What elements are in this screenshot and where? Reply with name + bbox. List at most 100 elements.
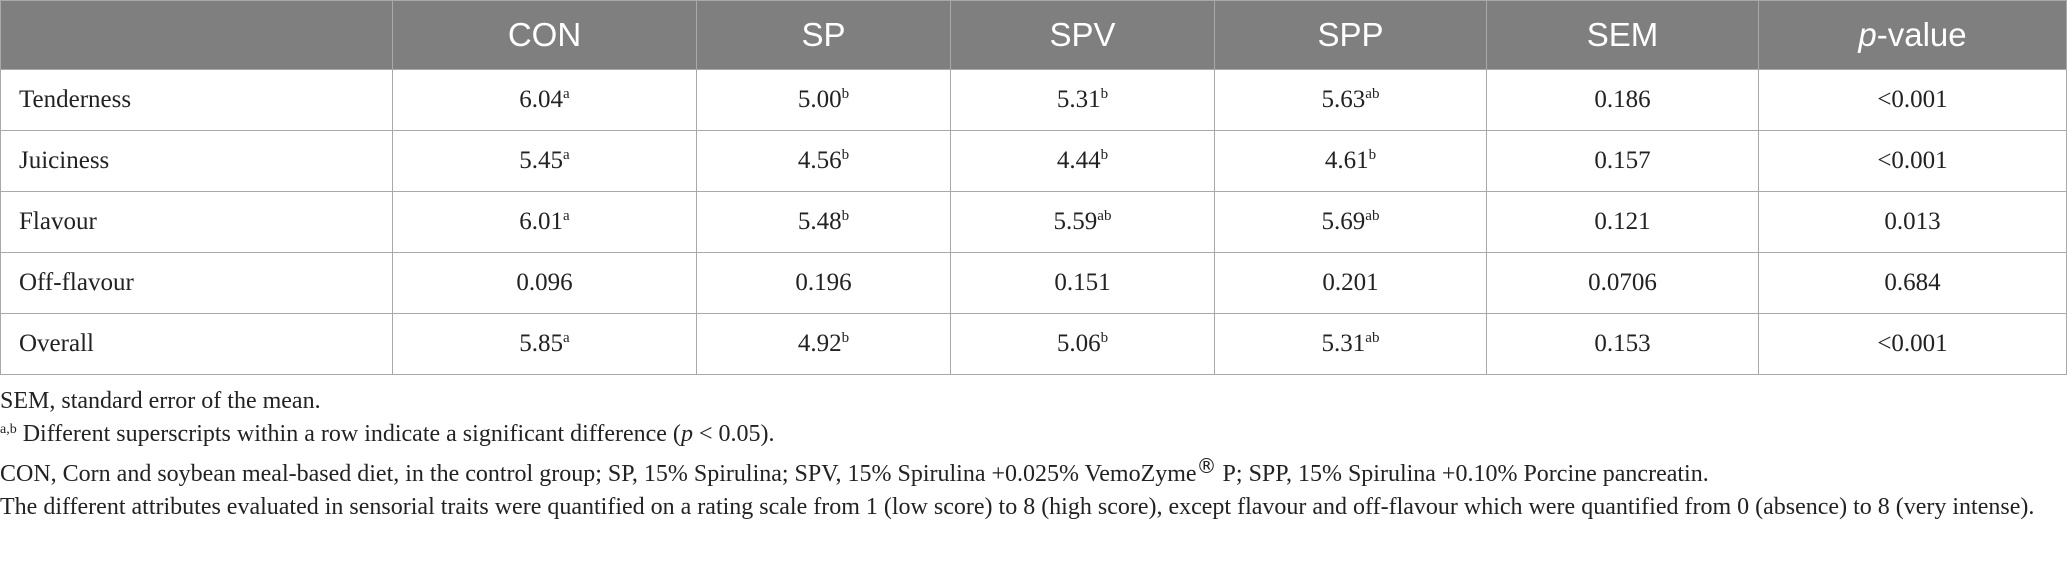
table-row: Overall 5.85a 4.92b 5.06b 5.31ab 0.153 <0.001 — [0, 313, 2067, 375]
table-row: Off-flavour 0.096 0.196 0.151 0.201 0.0706 0.6… — [0, 252, 2067, 314]
footnote-sig-threshold: < 0.05). — [692, 420, 775, 447]
cell-value: 5.31 — [1321, 330, 1366, 357]
table-cell: 0.157 — [1486, 130, 1759, 192]
cell-value: <0.001 — [1877, 330, 1948, 357]
header-sem: SEM — [1486, 0, 1759, 70]
cell-value: 0.0706 — [1588, 269, 1657, 296]
header-row: CON SP SPV SPP SEM p-value — [0, 0, 2067, 70]
cell-value: 0.684 — [1884, 269, 1941, 296]
table-cell: 5.48b — [696, 191, 951, 253]
cell-value: 0.121 — [1594, 208, 1651, 235]
header-pvalue: p-value — [1758, 0, 2067, 70]
table-cell: 0.153 — [1486, 313, 1759, 375]
cell-value: 5.59 — [1053, 208, 1098, 235]
cell-superscript: ab — [1365, 208, 1380, 224]
header-con: CON — [392, 0, 697, 70]
cell-value: 0.201 — [1322, 269, 1379, 296]
cell-value: 4.44 — [1056, 147, 1101, 174]
cell-value: 5.00 — [797, 86, 842, 113]
footnote-scale: The different attributes evaluated in se… — [0, 493, 2035, 520]
cell-value: 0.186 — [1594, 86, 1651, 113]
table-cell: 4.44b — [950, 130, 1215, 192]
table-cell: 5.00b — [696, 69, 951, 131]
cell-superscript: b — [1100, 330, 1109, 346]
table-cell: 5.45a — [392, 130, 697, 192]
table-cell: 0.0706 — [1486, 252, 1759, 314]
footnote-sem: SEM, standard error of the mean. — [0, 388, 321, 414]
cell-value: 0.151 — [1054, 269, 1111, 296]
footnote-significance: a,b Different superscripts within a row … — [0, 418, 2067, 451]
sensory-table: CON SP SPV SPP SEM p-value Tenderness 6.0… — [0, 0, 2067, 375]
row-label: Overall — [0, 313, 393, 375]
cell-value: 5.69 — [1321, 208, 1366, 235]
cell-superscript: ab — [1365, 86, 1380, 102]
table-row: Flavour 6.01a 5.48b 5.59ab 5.69ab 0.121 0.013 — [0, 191, 2067, 253]
table-cell: <0.001 — [1758, 69, 2067, 131]
cell-value: <0.001 — [1877, 147, 1948, 174]
cell-value: 5.85 — [519, 330, 564, 357]
cell-superscript: b — [1100, 147, 1109, 163]
cell-superscript: a — [563, 330, 570, 346]
header-spv: SPV — [950, 0, 1215, 70]
table-cell: 5.31b — [950, 69, 1215, 131]
cell-superscript: b — [1100, 86, 1109, 102]
cell-value: 4.61 — [1324, 147, 1369, 174]
header-sp: SP — [696, 0, 951, 70]
cell-superscript: b — [841, 86, 850, 102]
header-corner — [0, 0, 393, 70]
cell-superscript: ab — [1097, 208, 1112, 224]
table-cell: 0.013 — [1758, 191, 2067, 253]
pvalue-italic-p: p — [1858, 16, 1877, 53]
table-row: Juiciness 5.45a 4.56b 4.44b 4.61b 0.157 <0.001 — [0, 130, 2067, 192]
row-label: Juiciness — [0, 130, 393, 192]
cell-value: 0.157 — [1594, 147, 1651, 174]
registered-mark: ® — [1196, 454, 1217, 478]
cell-value: 4.56 — [797, 147, 842, 174]
table-cell: 0.096 — [392, 252, 697, 314]
footnote-abbr-text-end: P; SPP, 15% Spirulina +0.10% Porcine pan… — [1216, 461, 1709, 487]
cell-value: 4.92 — [797, 330, 842, 357]
table-cell: 5.59ab — [950, 191, 1215, 253]
footnote-sig-text: Different superscripts within a row indi… — [16, 420, 681, 447]
cell-value: 6.04 — [519, 86, 564, 113]
table-cell: 6.01a — [392, 191, 697, 253]
cell-value: 5.48 — [797, 208, 842, 235]
cell-value: 5.63 — [1321, 86, 1366, 113]
cell-value: 5.31 — [1056, 86, 1101, 113]
header-spp: SPP — [1214, 0, 1487, 70]
cell-value: 5.06 — [1056, 330, 1101, 357]
cell-superscript: b — [841, 330, 850, 346]
table-cell: 5.06b — [950, 313, 1215, 375]
cell-superscript: ab — [1365, 330, 1380, 346]
row-label: Off-flavour — [0, 252, 393, 314]
cell-superscript: a — [563, 208, 570, 224]
cell-superscript: b — [841, 147, 850, 163]
table-cell: 0.201 — [1214, 252, 1487, 314]
cell-value: 0.096 — [516, 269, 573, 296]
table-cell: 5.31ab — [1214, 313, 1487, 375]
table-cell: <0.001 — [1758, 313, 2067, 375]
table-cell: 6.04a — [392, 69, 697, 131]
table-cell: 0.196 — [696, 252, 951, 314]
table-cell: 5.69ab — [1214, 191, 1487, 253]
table-body: Tenderness 6.04a 5.00b 5.31b 5.63ab 0.186 <0.0… — [0, 69, 2067, 375]
table-header: CON SP SPV SPP SEM p-value — [0, 0, 2067, 70]
footnote-abbreviations: CON, Corn and soybean meal-based diet, i… — [0, 450, 2067, 491]
table-figure: CON SP SPV SPP SEM p-value Tenderness 6.0… — [0, 0, 2067, 523]
table-footnotes: SEM, standard error of the mean. a,b Dif… — [0, 375, 2067, 523]
table-cell: 0.121 — [1486, 191, 1759, 253]
cell-value: 5.45 — [519, 147, 564, 174]
cell-superscript: b — [841, 208, 850, 224]
cell-value: 0.013 — [1884, 208, 1941, 235]
row-label: Tenderness — [0, 69, 393, 131]
footnote-sig-superscript: a,b — [0, 421, 17, 437]
table-row: Tenderness 6.04a 5.00b 5.31b 5.63ab 0.186 <0.0… — [0, 69, 2067, 131]
table-cell: 0.186 — [1486, 69, 1759, 131]
footnote-abbr-text: CON, Corn and soybean meal-based diet, i… — [0, 461, 1197, 487]
cell-superscript: a — [563, 86, 570, 102]
table-cell: <0.001 — [1758, 130, 2067, 192]
cell-value: 6.01 — [519, 208, 564, 235]
table-cell: 4.56b — [696, 130, 951, 192]
table-cell: 4.61b — [1214, 130, 1487, 192]
cell-value: <0.001 — [1877, 86, 1948, 113]
